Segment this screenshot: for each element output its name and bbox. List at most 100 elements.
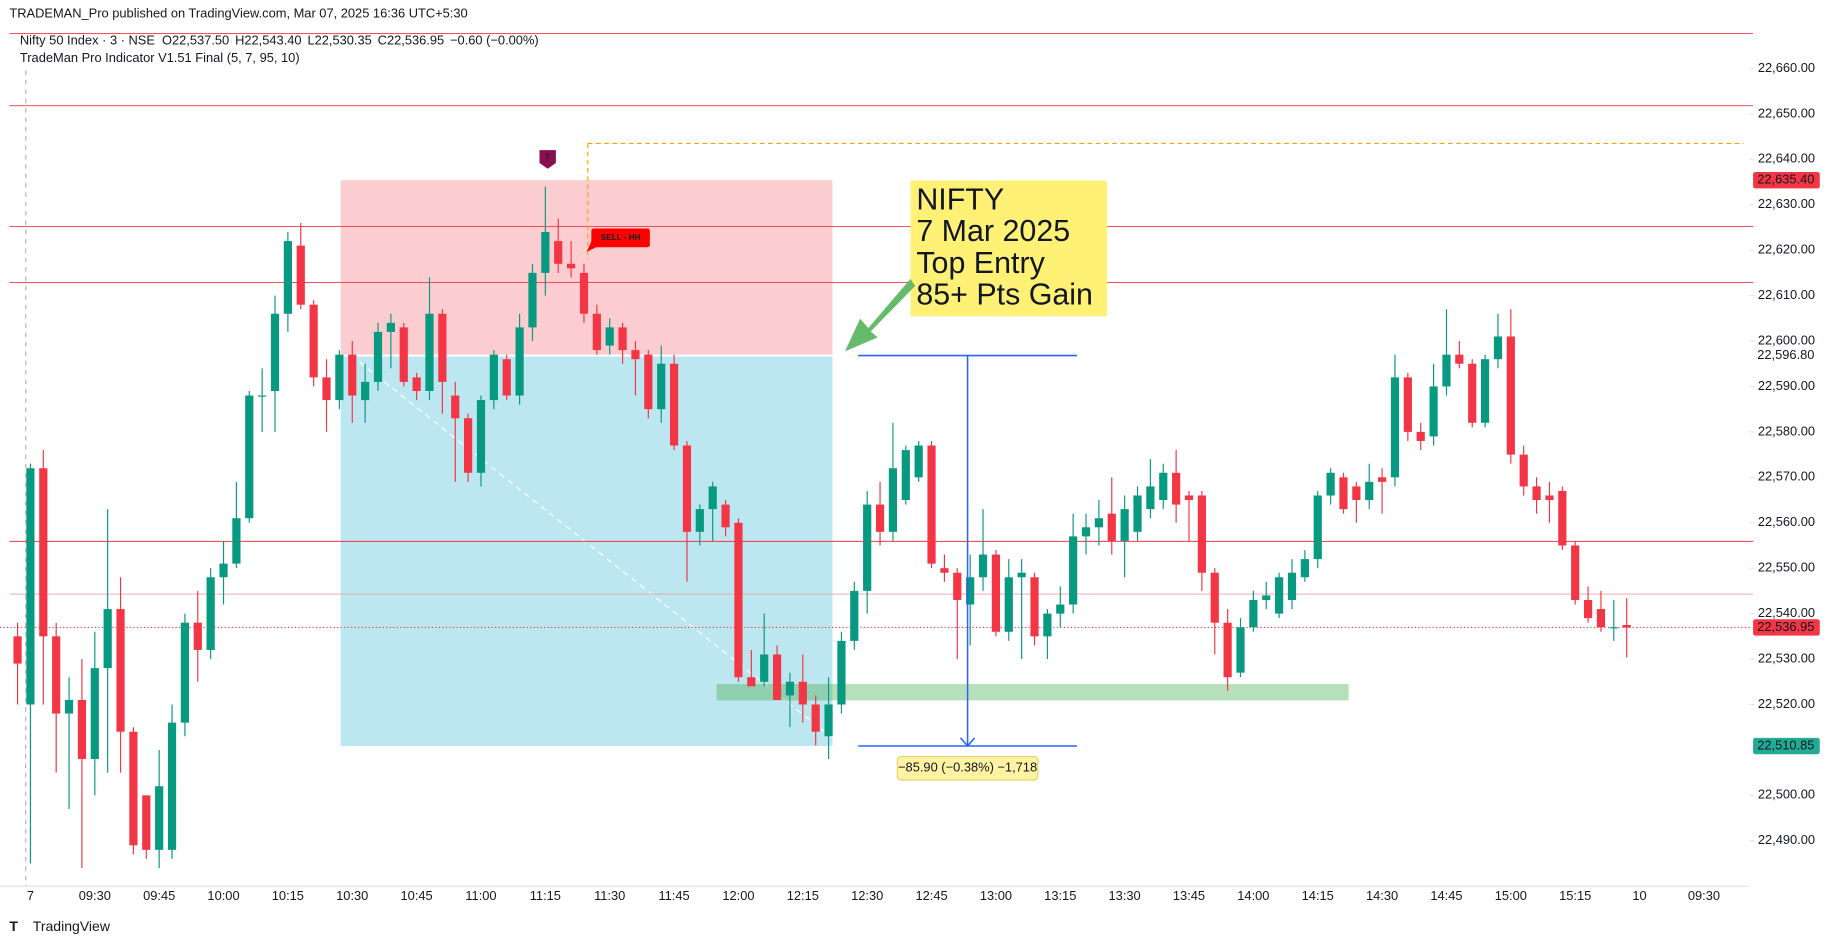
x-tick-label: 12:15 [787,888,819,903]
candle-body [1094,518,1103,528]
candle-body [103,609,112,669]
y-tick-label: 22,580.00 [1758,423,1815,438]
candle-body [39,468,48,637]
y-tick-label: 22,530.00 [1758,650,1815,665]
candle-body [1339,477,1348,510]
candle-body [1365,481,1374,501]
candle-body [322,377,331,401]
y-tick-label: 22,540.00 [1758,605,1815,620]
y-tick-label: 22,650.00 [1758,105,1815,120]
candle-body [270,313,280,391]
candle-body [1583,599,1593,619]
callout-line: Top Entry [916,246,1045,280]
y-tick-label: 22,590.00 [1758,378,1815,393]
candle-body [1519,454,1528,487]
y-tick-label: 22,630.00 [1758,196,1815,211]
candle-body [1004,577,1013,632]
x-tick-label: 10:30 [336,888,368,903]
candle-body [708,486,717,510]
candle-body [232,518,241,564]
footer-logo: T [9,918,18,934]
candle-body [824,704,833,737]
y-tick-label: 22,490.00 [1758,832,1815,847]
candle-body [811,704,820,732]
candle-body [373,331,383,382]
candle-body [1545,495,1554,501]
candle-body [1378,477,1387,482]
x-tick-label: 11:00 [465,888,496,903]
candle-body [129,731,138,846]
candle-body [116,609,125,732]
x-tick-label: 12:00 [722,888,754,903]
legend-key: C [378,33,387,48]
y-tick-label: 22,660.00 [1758,60,1815,75]
top-marker [539,150,556,169]
candle-body [1172,472,1181,505]
y-tick-label: 22,560.00 [1758,514,1815,529]
x-tick-label: 10:45 [401,888,433,903]
candle-body [142,795,151,850]
candle-body [1313,495,1322,560]
candle-body [1352,486,1361,501]
x-tick-label: 12:45 [915,888,947,903]
x-tick-label: 14:45 [1430,888,1462,903]
x-tick-label: 13:15 [1044,888,1076,903]
candle-body [1275,577,1284,614]
x-tick-label: 12:30 [851,888,883,903]
x-tick-label: 15:00 [1495,888,1527,903]
candle-body [296,245,305,305]
price-tag-label: 22,510.85 [1757,737,1814,752]
candle-body [1480,359,1490,423]
legend-value: 22,543.40 [244,33,301,48]
candle-body [219,563,228,578]
y-tick-label: 22,600.00 [1758,332,1815,347]
candle-body [399,327,408,382]
candle-body [386,322,395,332]
candle-body [785,681,795,696]
candle-body [760,654,769,682]
x-tick-label: 15:15 [1559,888,1591,903]
candle-body [412,377,421,391]
sell-tag [591,228,650,248]
candle-body [283,241,292,314]
candle-body [52,636,61,714]
candle-body [1236,627,1245,673]
candle-body [451,395,460,419]
candle-body [605,327,614,346]
candle-body [245,395,254,519]
footer-brand: TradingView [33,918,111,934]
candle-body [978,554,988,578]
candle-body [1416,431,1425,441]
candle-body [863,504,872,591]
callout-arrow [844,278,916,352]
y-tick-label: 22,500.00 [1758,787,1815,802]
candle-body [914,445,923,478]
x-tick-label: 13:30 [1109,888,1141,903]
candle-body [1326,472,1335,496]
price-tag-label: 22,536.95 [1757,619,1814,634]
candle-body [798,681,807,705]
candle-body [476,400,486,473]
measure-label-box [896,755,1039,781]
candle-body [644,354,653,410]
candle-body [464,418,473,473]
price-tag-label: 22,596.80 [1757,347,1814,362]
x-tick-label: 13:45 [1173,888,1205,903]
candle-body [837,640,846,705]
candle-body [1506,336,1515,455]
candle-body [657,363,666,410]
candle-body [1622,624,1631,628]
x-tick-label: 11:30 [594,888,625,903]
publish-note: TRADEMAN_Pro published on TradingView.co… [9,6,467,21]
candle-body [26,468,35,705]
sell-tag-tip [586,241,597,252]
candle-body [515,327,524,396]
y-tick-label: 22,570.00 [1758,469,1815,484]
candle-body [77,699,87,759]
candle-body [90,668,99,759]
candle-body [1030,577,1039,637]
candle-body [1468,363,1477,423]
candle-body [1133,495,1142,532]
candle-body [1069,536,1078,605]
